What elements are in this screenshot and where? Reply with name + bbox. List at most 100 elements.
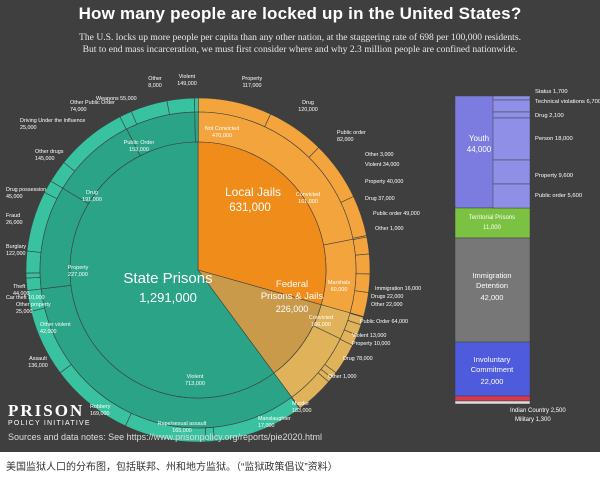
local-violent-label: Violent [179,74,196,80]
local-other-convicted-label: Other 1,000 [375,226,403,232]
local-detail-convicted-drug-slice [354,273,371,293]
military-block [454,400,531,405]
local-drug-label: Drug [302,100,314,106]
murder-label: Murder [292,401,309,407]
federal-convicted-label: Convicted [309,315,333,321]
commitment-label: Involuntary [474,355,511,364]
robbery-value: 169,000 [90,411,110,417]
federal-convicted-value: 166,000 [311,322,331,328]
state-public-order-value: 153,000 [129,147,149,153]
immigration-label: Immigration [472,271,511,280]
marshals-value: 60,000 [331,287,348,293]
indian-country-block [454,395,531,402]
prison-policy-logo: PRISON POLICY INITIATIVE [8,402,91,428]
commitment-value: 22,000 [481,377,504,386]
logo-main-text: PRISON [8,401,85,420]
local-violent-value: 149,000 [177,81,197,87]
rape-sexual-assault-label: Rape/sexual assault [158,421,207,427]
other-drugs-value: 145,000 [35,156,55,162]
other-property-label: Other property [16,302,51,308]
local-public-order-label: Public order [337,130,366,136]
local-property-label: Property [242,76,263,82]
core-federal-federal-prisons-jails-slice [197,269,322,374]
youth-label: Youth [469,134,489,143]
federal-violent-label: Violent 13,000 [352,333,386,339]
infographic: How many people are locked up in the Uni… [0,0,600,452]
territorial-value: 11,000 [483,225,502,231]
sources-note: Sources and data notes: See https://www.… [8,432,323,442]
assault-label: Assault [29,356,47,362]
drug-possession-value: 45,000 [6,194,23,200]
theft-value: 44,000 [13,291,30,297]
other-property-value: 25,000 [16,309,33,315]
local-property-value: 117,000 [242,83,261,89]
state-prisons-label: State Prisons [123,270,212,287]
youth-drug-block [492,111,531,119]
immigration-value: 42,000 [481,293,504,302]
state-detail-other-other-slice [194,97,199,113]
territorial-label: Territorial Prisons [469,215,515,221]
manslaughter-label: Manslaughter [258,416,291,422]
core-state-prisons-state-prisons-slice [69,141,275,399]
state-property-value: 227,000 [68,272,88,278]
federal-public-order-label: Public Order 64,000 [360,319,408,325]
state-other-label: Other [148,76,162,82]
core-local-jails-local-jails-slice [197,141,327,306]
youth-drug-label: Drug 2,100 [535,113,564,119]
federal-drugs-label: Drugs 22,000 [371,294,403,300]
territorial-prisons-block [454,207,531,239]
convicted-value: 161,000 [298,199,318,205]
subtitle-line-2: But to end mass incarceration, we must f… [82,44,518,55]
youth-technical-block [492,99,531,113]
indian-country-label: Indian Country 2,500 [510,408,566,414]
rape-sexual-assault-value: 165,000 [172,428,192,434]
marshals-label: Marshals [328,280,351,286]
state-property-label: Property [68,265,89,271]
youth-person-label: Person 18,000 [535,136,573,142]
youth-status-label: Status 1,700 [535,89,568,95]
other-drugs-label: Other drugs [35,149,64,155]
car-theft-label: Car theft 10,000 [6,295,45,301]
robbery-label: Robbery [90,404,111,410]
state-detail-theft-slice [25,250,42,274]
youth-value: 44,000 [467,145,492,154]
drug-possession-label: Drug possession [6,187,46,193]
fraud-value: 26,000 [6,220,23,226]
immigration-label-2: Detention [476,281,508,290]
local-jails-label: Local Jails [225,185,281,199]
not-convicted-label: Not Convicted [205,126,240,132]
local-jails-value: 631,000 [229,202,271,214]
weapons-label: Weapons 55,000 [96,96,137,102]
image-caption: 美国监狱人口的分布图，包括联邦、州和地方监狱。（“监狱政策倡议”资料） [6,462,338,473]
dui-value: 25,000 [20,125,37,131]
assault-value: 136,000 [28,363,48,369]
state-detail-other-property-slice [25,277,42,291]
murder-value: 183,000 [292,408,312,414]
federal-property-label: Property 10,000 [352,341,390,347]
state-drug-label: Drug [86,190,98,196]
theft-label: Theft [13,284,26,290]
youth-status-block [492,95,531,101]
local-breakdown-convicted-slice [320,238,357,314]
youth-property-block [492,159,531,185]
state-breakdown-other-slice [194,111,199,143]
youth-person-block [492,117,531,161]
fraud-label: Fraud [6,213,20,219]
youth-property-label: Property 9,600 [535,173,573,179]
state-prisons-value: 1,291,000 [139,290,197,305]
dui-label: Driving Under the Influence [20,118,85,124]
not-convicted-value: 470,000 [212,133,232,139]
chart-subtitle: The U.S. locks up more people per capita… [40,32,560,56]
federal-drug-label: Drug 78,000 [343,356,373,362]
local-violent-convicted-label: Violent 34,000 [365,162,399,168]
burglary-label: Burglary [6,244,26,250]
local-drug-value: 120,000 [298,107,318,113]
local-other-label: Other 3,000 [365,152,393,158]
subtitle-line-1: The U.S. locks up more people per capita… [79,32,521,43]
state-public-order-label: Public Order [124,140,155,146]
chart-title: How many people are locked up in the Uni… [78,4,522,23]
other-public-order-label: Other Public Order [70,100,115,106]
federal-value: 226,000 [276,304,309,314]
state-other-value: 8,000 [148,83,162,89]
